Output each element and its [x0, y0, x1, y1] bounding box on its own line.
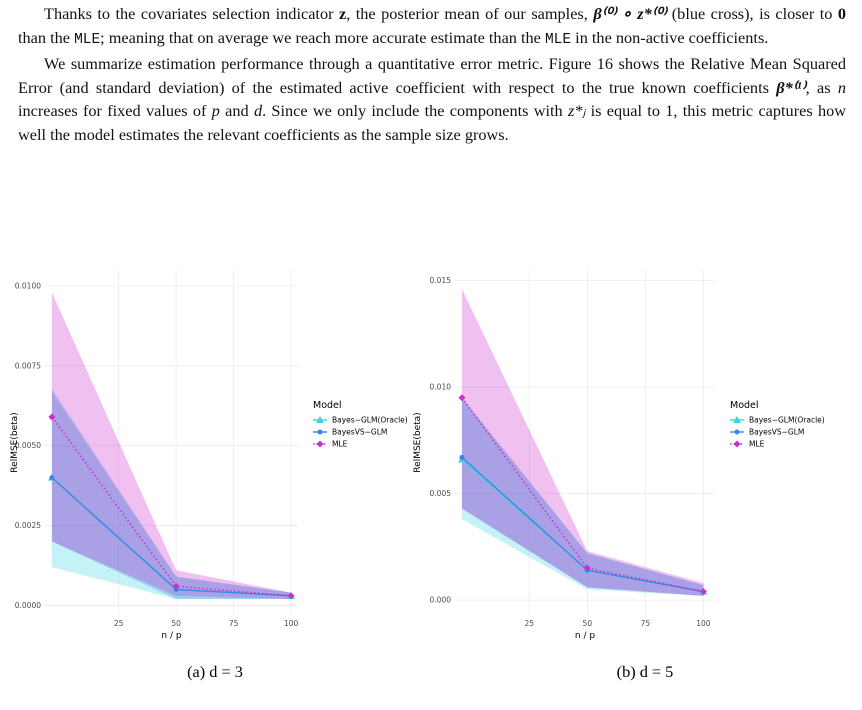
body-text: Thanks to the covariates selection indic…: [18, 2, 846, 146]
math: z: [338, 4, 347, 23]
paragraph: Thanks to the covariates selection indic…: [18, 2, 846, 52]
y-tick-label: 0.010: [430, 383, 452, 392]
marker: [458, 394, 466, 402]
y-tick-label: 0.0075: [15, 361, 41, 370]
text: We summarize estimation performance thro…: [18, 54, 846, 97]
legend-marker: [733, 416, 741, 423]
x-axis-title: n / p: [161, 631, 181, 641]
y-tick-label: 0.0050: [15, 441, 41, 450]
marker: [287, 592, 295, 600]
x-tick-label: 50: [583, 619, 593, 628]
math: β⁽⁰⁾ ∘ z*⁽⁰⁾: [593, 4, 667, 23]
text: and: [219, 101, 254, 120]
x-tick-label: 25: [114, 619, 124, 628]
legend-marker: [317, 429, 323, 435]
legend-label: MLE: [332, 440, 348, 449]
x-tick-label: 25: [525, 619, 535, 628]
text: Thanks to the covariates selection indic…: [44, 4, 339, 23]
legend-label: BayesVS−GLM: [332, 428, 387, 437]
text: (blue cross), is closer to: [666, 4, 838, 23]
x-axis-title: n / p: [575, 631, 595, 641]
math: n: [837, 77, 846, 97]
x-tick-label: 75: [229, 619, 239, 628]
legend-title: Model: [730, 400, 759, 411]
error-band: [51, 391, 292, 600]
x-tick-label: 100: [284, 619, 299, 628]
x-tick-label: 50: [171, 619, 181, 628]
marker: [699, 588, 707, 596]
error-band: [51, 292, 292, 600]
legend-marker: [316, 440, 324, 448]
text: in the non-active coefficients.: [571, 27, 769, 47]
error-band: [461, 397, 704, 596]
legend-title: Model: [313, 400, 342, 411]
y-tick-label: 0.005: [430, 489, 452, 498]
y-axis-title: RelMSE(beta): [10, 412, 20, 472]
legend-marker: [734, 429, 740, 435]
text: increases for fixed values of: [18, 101, 212, 120]
y-tick-label: 0.0100: [15, 281, 41, 290]
legend-marker: [733, 440, 741, 448]
math: β*⁽¹⁾: [776, 77, 806, 97]
marker: [48, 413, 56, 421]
math: d: [253, 101, 263, 120]
y-tick-label: 0.000: [430, 596, 452, 605]
marker: [583, 564, 591, 572]
text: is equal to 1, this metric captures how …: [18, 101, 847, 144]
legend-label: Bayes−GLM(Oracle): [332, 416, 408, 425]
marker: [459, 454, 465, 460]
y-axis-title: RelMSE(beta): [413, 412, 423, 472]
text: , as: [805, 77, 838, 97]
caption: (a) d = 3: [187, 662, 243, 681]
text: , the posterior mean of our samples,: [346, 4, 594, 23]
code: MLE: [544, 31, 572, 48]
paragraph: We summarize estimation performance thro…: [18, 52, 846, 146]
text: ; meaning that on average we reach more …: [100, 27, 545, 47]
y-tick-label: 0.0025: [15, 521, 41, 530]
legend-label: BayesVS−GLM: [749, 428, 804, 437]
y-tick-label: 0.0000: [15, 601, 41, 610]
math: z*ⱼ: [568, 101, 586, 120]
text: . Since we only include the components w…: [262, 101, 568, 120]
math: p: [211, 101, 220, 120]
x-tick-label: 75: [641, 619, 651, 628]
x-tick-label: 100: [696, 619, 711, 628]
marker: [172, 582, 180, 590]
legend-label: MLE: [749, 440, 765, 449]
error-band: [461, 289, 704, 596]
marker: [49, 475, 55, 481]
legend-label: Bayes−GLM(Oracle): [749, 416, 825, 425]
error-band: [461, 397, 704, 596]
text: than the: [18, 27, 75, 47]
error-band: [51, 388, 292, 600]
caption: (b) d = 5: [616, 662, 674, 681]
legend-marker: [316, 416, 324, 423]
code: MLE: [74, 31, 101, 48]
math: 0: [837, 4, 846, 23]
y-tick-label: 0.015: [430, 276, 452, 285]
